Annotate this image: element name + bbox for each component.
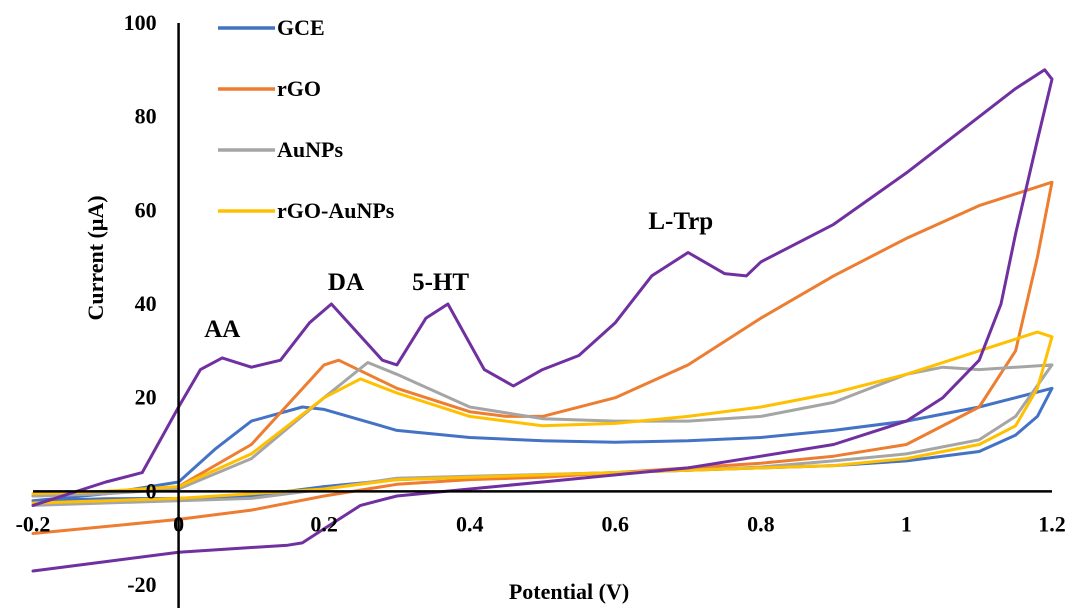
peak-annotation: 5-HT — [412, 269, 469, 296]
x-tick-label: 0.8 — [747, 511, 775, 536]
tick-labels: -0.2 0 0.2 0.4 0.6 0.8 1 1.2 -20 0 20 40 60 80 100 — [16, 10, 1066, 597]
series-line-unlabeled-4 — [31, 68, 1054, 573]
y-tick-label: 60 — [135, 197, 157, 222]
legend: GCE rGO AuNPs rGO-AuNPs — [218, 15, 395, 223]
x-tick-label: -0.2 — [16, 511, 51, 536]
series-line-rgo-aunps-3 — [31, 330, 1054, 505]
y-tick-label: 0 — [146, 478, 157, 503]
series-layer — [31, 68, 1054, 573]
y-axis-title: Current (μA) — [83, 195, 108, 320]
y-tick-label: 100 — [124, 10, 157, 35]
legend-label: GCE — [277, 15, 325, 40]
legend-label: AuNPs — [277, 137, 343, 162]
x-tick-label: 0.2 — [310, 511, 338, 536]
x-tick-label: 0.4 — [456, 511, 484, 536]
axis-layer — [33, 23, 1052, 608]
peak-annotation: AA — [204, 316, 240, 343]
x-axis-title: Potential (V) — [509, 579, 629, 604]
legend-label: rGO — [277, 76, 321, 101]
x-tick-label: 1.2 — [1038, 511, 1066, 536]
y-tick-label: 40 — [135, 291, 157, 316]
y-tick-label: -20 — [127, 572, 156, 597]
x-tick-label: 0 — [173, 511, 184, 536]
y-tick-label: 20 — [135, 385, 157, 410]
legend-label: rGO-AuNPs — [277, 198, 395, 223]
y-tick-label: 80 — [135, 104, 157, 129]
x-tick-label: 0.6 — [602, 511, 630, 536]
peak-annotation: DA — [328, 269, 364, 296]
x-tick-label: 1 — [901, 511, 912, 536]
peak-annotations: AA DA 5-HT L-Trp — [204, 208, 713, 343]
peak-annotation: L-Trp — [648, 208, 713, 235]
